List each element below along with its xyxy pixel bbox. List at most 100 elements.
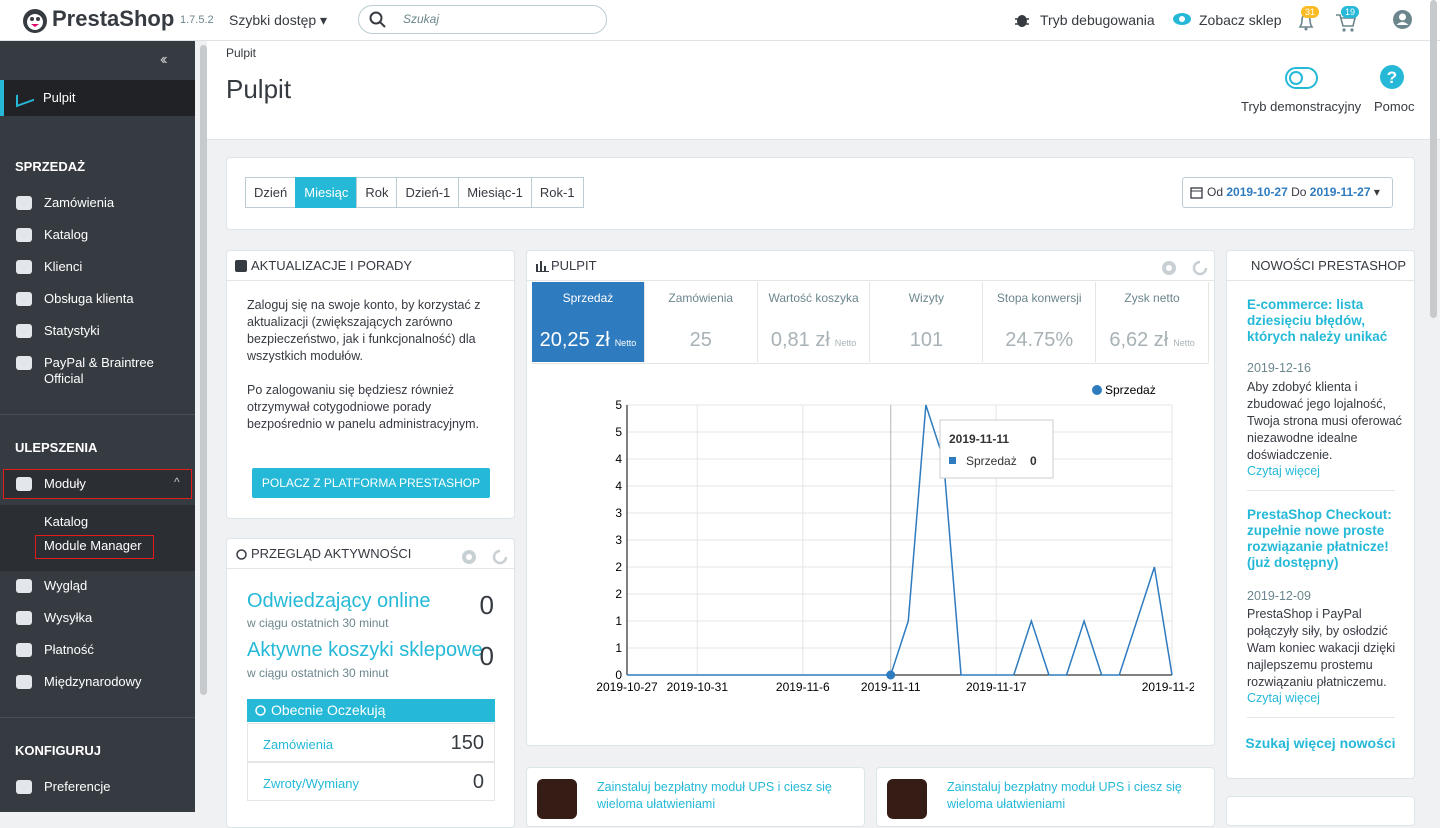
search-box[interactable]: Szukaj xyxy=(358,5,607,34)
menu-item[interactable]: Statystyki xyxy=(44,323,100,338)
activity-title: PRZEGLĄD AKTYWNOŚCI xyxy=(227,539,514,569)
y-tick-label: 1 xyxy=(615,641,622,655)
kpi-value: 101 xyxy=(870,329,982,352)
menu-item[interactable]: Wysyłka xyxy=(44,610,93,625)
menu-icon xyxy=(16,675,32,689)
y-tick-label: 2 xyxy=(615,587,622,601)
submenu-item[interactable]: Katalog xyxy=(44,514,89,529)
updates-title: AKTUALIZACJE I PORADY xyxy=(227,251,514,281)
help[interactable]: Pomoc xyxy=(1374,99,1415,114)
help-icon[interactable]: ? xyxy=(1380,65,1404,89)
tooltip-label: Sprzedaż xyxy=(966,454,1017,468)
updates-text: Po zalogowaniu się będziesz również otrz… xyxy=(247,383,480,431)
menu-item[interactable]: PayPal & Braintree Official xyxy=(44,355,154,386)
menu-item[interactable]: Katalog xyxy=(44,227,89,242)
menu-item[interactable]: Klienci xyxy=(44,259,83,274)
kpi-label: Zysk netto xyxy=(1124,291,1180,305)
menu-item[interactable]: Moduły xyxy=(44,476,86,491)
online-visitors[interactable]: Odwiedzający online xyxy=(247,590,431,612)
kpi[interactable]: Stopa konwersji 24.75% xyxy=(983,282,1097,362)
pending-row[interactable]: Zwroty/Wymiany 0 xyxy=(247,762,495,801)
breadcrumb[interactable]: Pulpit xyxy=(226,46,257,60)
news-title: NOWOŚCI PRESTASHOP xyxy=(1227,251,1414,281)
period-button[interactable]: Miesiąc xyxy=(295,177,358,208)
dashboard-title: PULPIT xyxy=(527,251,1214,281)
menu-item[interactable]: Międzynarodowy xyxy=(44,674,142,689)
news-title[interactable]: E-commerce: lista dziesięciu błędów, któ… xyxy=(1247,297,1388,344)
period-button[interactable]: Rok-1 xyxy=(530,177,584,208)
from-date: 2019-10-27 xyxy=(1226,185,1288,199)
pending-value: 0 xyxy=(472,771,484,793)
x-tick-label: 2019-11-17 xyxy=(966,680,1027,694)
news-link[interactable]: Czytaj więcej xyxy=(1247,691,1320,705)
more-news[interactable]: Szukaj więcej nowości xyxy=(1245,735,1396,751)
ups-logo xyxy=(887,779,927,819)
kpi-label: Sprzedaż xyxy=(562,291,614,305)
menu-item[interactable]: Zamówienia xyxy=(44,195,115,210)
period-button[interactable]: Rok xyxy=(356,177,398,208)
menu-item[interactable]: Obsługa klienta xyxy=(44,291,134,306)
y-tick-label: 4 xyxy=(615,479,622,493)
menu-icon xyxy=(16,88,34,108)
customers-badge: 19 xyxy=(1341,6,1360,18)
active-carts[interactable]: Aktywne koszyki sklepowe xyxy=(247,639,483,661)
submenu-item[interactable]: Module Manager xyxy=(44,538,142,553)
module-text[interactable]: Zainstaluj bezpłatny moduł UPS i ciesz s… xyxy=(947,780,1182,811)
y-tick-label: 0 xyxy=(615,668,622,682)
news-title[interactable]: PrestaShop Checkout: zupełnie nowe prost… xyxy=(1247,507,1392,570)
menu-icon xyxy=(16,780,32,794)
sidebar-scrollbar[interactable] xyxy=(200,45,207,695)
news-divider xyxy=(1247,717,1395,718)
tooltip xyxy=(939,419,1054,479)
collapse-icon[interactable]: ‹‹ xyxy=(160,51,167,68)
menu-item-active[interactable]: Pulpit xyxy=(0,80,195,116)
menu-item[interactable]: Wygląd xyxy=(44,578,88,593)
demo-mode[interactable]: Tryb demonstracyjny xyxy=(1241,99,1362,114)
config-icon[interactable] xyxy=(1160,259,1178,277)
section-divider xyxy=(0,717,195,718)
kpi[interactable]: Sprzedaż 20,25 zł Netto xyxy=(532,282,645,362)
module-card[interactable]: Zainstaluj bezpłatny moduł UPS i ciesz s… xyxy=(876,767,1215,827)
kpi-value: 0,81 zł Netto xyxy=(758,329,870,352)
kpi[interactable]: Wizyty 101 xyxy=(870,282,984,362)
hover-point xyxy=(886,670,896,680)
news-card: NOWOŚCI PRESTASHOP Szukaj więcej nowości… xyxy=(1226,250,1415,779)
view-shop[interactable]: Zobacz sklep xyxy=(1199,12,1282,28)
refresh-icon[interactable] xyxy=(1191,259,1209,277)
kpi[interactable]: Wartość koszyka 0,81 zł Netto xyxy=(758,282,871,362)
demo-toggle[interactable] xyxy=(1285,67,1318,89)
menu-icon xyxy=(16,260,32,274)
page-scrollbar[interactable] xyxy=(1430,0,1437,318)
config-icon[interactable] xyxy=(460,548,478,566)
menu-item[interactable]: Preferencje xyxy=(44,779,111,794)
x-tick-label: 2019-11-6 xyxy=(776,680,830,694)
connect-button[interactable]: POLACZ Z PLATFORMA PRESTASHOP xyxy=(252,468,490,498)
x-tick-label: 2019-11-27 xyxy=(1142,680,1194,694)
news-link[interactable]: Czytaj więcej xyxy=(1247,464,1320,478)
refresh-icon[interactable] xyxy=(491,548,509,566)
period-buttons: Dzień Miesiąc Rok Dzień-1 Miesiąc-1 Rok-1 xyxy=(245,177,584,208)
pending-title: Obecnie Oczekują xyxy=(271,702,386,718)
series-line xyxy=(627,404,1173,676)
module-text[interactable]: Zainstaluj bezpłatny moduł UPS i ciesz s… xyxy=(597,780,832,811)
kpi-value: 20,25 zł Netto xyxy=(532,329,644,352)
debug-mode[interactable]: Tryb debugowania xyxy=(1040,12,1155,28)
y-tick-label: 1 xyxy=(615,614,622,628)
active-submenu-item[interactable] xyxy=(35,535,154,559)
online-sub: w ciągu ostatnich 30 minut xyxy=(247,616,389,630)
pending-row[interactable]: Zamówienia 150 xyxy=(247,723,495,762)
quick-access[interactable]: Szybki dostęp ▾ xyxy=(229,12,328,28)
kpi-number: 24.75% xyxy=(1005,329,1074,351)
menu-item[interactable]: Płatność xyxy=(44,642,94,657)
period-button[interactable]: Dzień-1 xyxy=(396,177,460,208)
news-date: 2019-12-09 xyxy=(1247,589,1311,603)
module-card[interactable]: Zainstaluj bezpłatny moduł UPS i ciesz s… xyxy=(526,767,865,827)
date-range[interactable]: Od 2019-10-27 Do 2019-11-27 ▾ xyxy=(1182,177,1393,208)
kpi[interactable]: Zysk netto 6,62 zł Netto xyxy=(1096,282,1209,362)
period-button[interactable]: Miesiąc-1 xyxy=(458,177,532,208)
user-icon[interactable] xyxy=(1392,9,1413,30)
active-module[interactable] xyxy=(3,469,192,499)
period-button[interactable]: Dzień xyxy=(245,177,297,208)
orders-badge: 31 xyxy=(1301,6,1320,18)
kpi[interactable]: Zamówienia 25 xyxy=(645,282,758,362)
